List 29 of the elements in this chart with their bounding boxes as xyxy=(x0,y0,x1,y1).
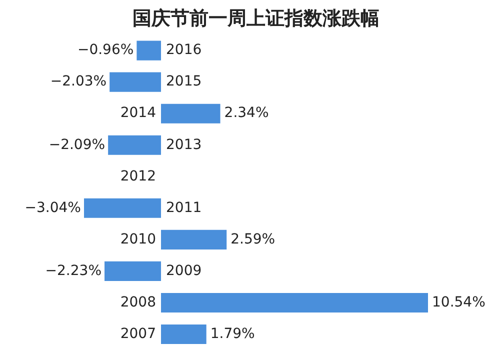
y-tick-label: 2011 xyxy=(166,200,202,216)
y-tick-label: 2012 xyxy=(120,168,156,184)
bar xyxy=(161,324,206,344)
y-tick-label: 2016 xyxy=(166,42,202,58)
y-tick-label: 2014 xyxy=(120,105,156,122)
data-label: −2.23% xyxy=(45,262,102,279)
chart-title: 国庆节前一周上证指数涨跌幅 xyxy=(132,7,380,30)
y-tick-label: 2013 xyxy=(166,136,202,153)
y-tick-label: 2007 xyxy=(120,326,156,342)
data-label: −2.03% xyxy=(50,74,107,90)
bar xyxy=(110,72,162,92)
y-tick-label: 2008 xyxy=(120,294,156,310)
data-label: 10.54% xyxy=(432,294,486,310)
bar xyxy=(104,261,162,281)
data-label: −3.04% xyxy=(24,200,81,216)
data-label: −2.09% xyxy=(48,136,106,153)
data-label: 1.79% xyxy=(210,326,255,342)
data-label: 2.34% xyxy=(224,105,269,122)
bar xyxy=(136,40,162,60)
bar xyxy=(161,292,428,312)
bar xyxy=(108,135,162,155)
y-tick-label: 2009 xyxy=(166,262,202,279)
bar xyxy=(161,230,227,250)
bar xyxy=(161,104,220,124)
y-tick-label: 2015 xyxy=(166,74,202,90)
bar xyxy=(84,198,162,218)
y-tick-label: 2010 xyxy=(120,231,156,248)
data-label: −0.96% xyxy=(77,42,134,58)
data-label: 2.59% xyxy=(230,231,276,248)
